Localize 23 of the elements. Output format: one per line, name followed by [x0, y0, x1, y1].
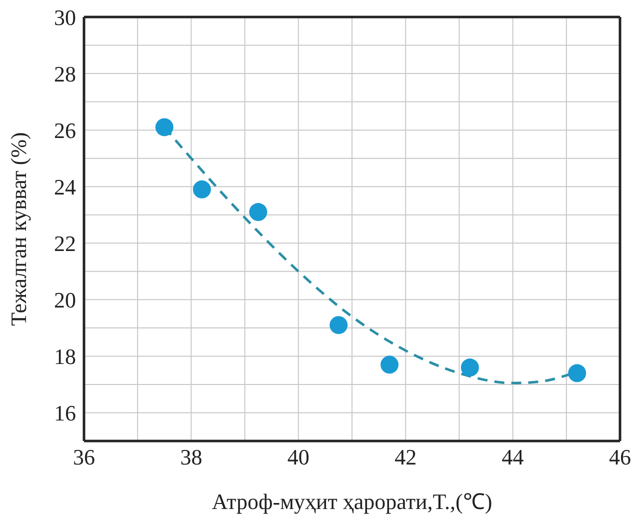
y-tick-label: 16 [54, 400, 76, 426]
y-tick-label: 26 [54, 118, 76, 143]
point [568, 364, 586, 382]
x-tick-label: 46 [609, 444, 631, 470]
x-tick-label: 40 [287, 444, 310, 470]
y-tick-label: 18 [54, 344, 76, 370]
y-tick-label: 20 [54, 287, 76, 312]
point [330, 316, 348, 334]
x-axis-title: Атроф-муҳит ҳарорати,T.,(℃) [212, 489, 492, 514]
x-tick-label: 44 [502, 444, 524, 470]
y-tick-label: 22 [54, 230, 76, 256]
point [192, 180, 211, 198]
point [249, 203, 268, 222]
y-tick-label: 24 [54, 174, 76, 200]
y-tick-label: 30 [54, 4, 76, 30]
point [460, 358, 479, 377]
point [380, 356, 399, 374]
x-tick-label: 42 [394, 444, 417, 470]
y-tick-label: 28 [54, 61, 76, 86]
point [155, 118, 174, 136]
y-axis-title: Тежалган кувват (%) [6, 132, 31, 326]
x-tick-label: 38 [180, 444, 202, 470]
x-tick-label: 36 [73, 444, 95, 470]
